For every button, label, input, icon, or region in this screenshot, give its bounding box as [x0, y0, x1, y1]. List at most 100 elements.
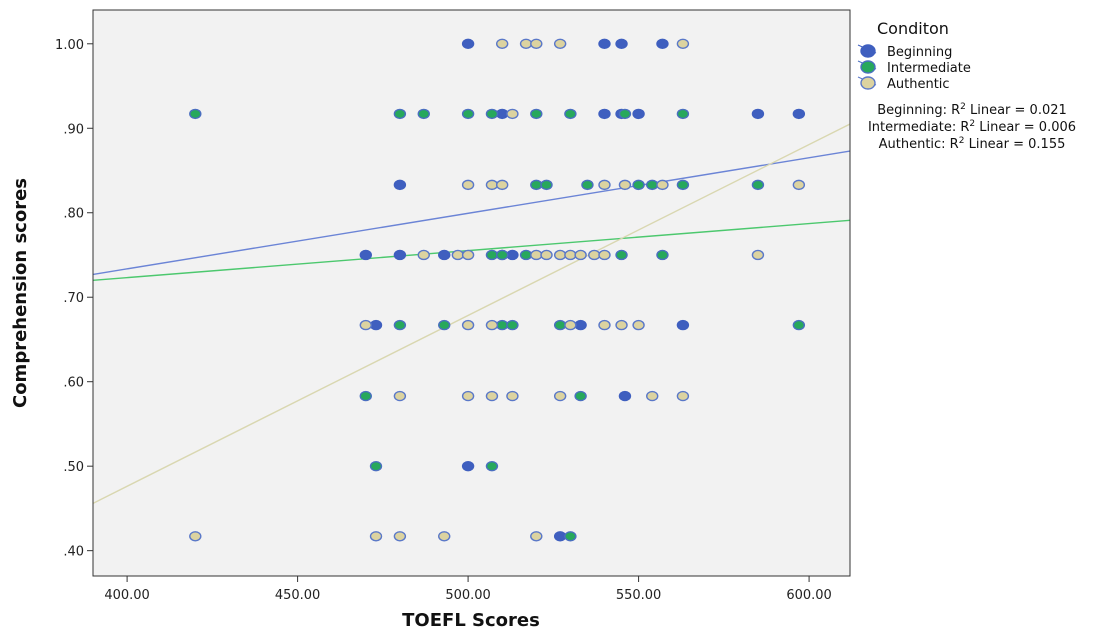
- point-intermediate: [540, 179, 553, 191]
- point-authentic: [530, 38, 543, 49]
- point-intermediate: [438, 319, 451, 331]
- point-beginning: [393, 179, 407, 191]
- point-beginning: [369, 319, 383, 331]
- y-tick-label: .70: [63, 291, 84, 306]
- fit-line-beginning: [93, 150, 850, 276]
- point-intermediate: [495, 319, 509, 331]
- point-authentic: [393, 390, 407, 402]
- point-authentic: [540, 249, 553, 261]
- point-authentic: [369, 531, 383, 542]
- point-beginning: [553, 531, 567, 542]
- y-tick-label: .60: [63, 376, 84, 391]
- y-tick-label: .50: [63, 460, 84, 475]
- point-authentic: [506, 390, 519, 402]
- y-tick-label: 1.00: [55, 38, 84, 53]
- point-authentic: [615, 319, 628, 331]
- point-authentic: [461, 390, 475, 402]
- y-tick-label: .90: [63, 122, 84, 137]
- point-beginning: [359, 249, 372, 261]
- point-authentic: [751, 249, 765, 261]
- y-tick-label: .40: [63, 545, 84, 560]
- legend-label-beginning: Beginning: [887, 45, 952, 60]
- point-authentic: [676, 390, 690, 402]
- legend-label-intermediate: Intermediate: [887, 61, 971, 76]
- r2-annotation-intermediate: Intermediate: R2 Linear = 0.006: [868, 119, 1076, 135]
- point-intermediate: [581, 179, 594, 191]
- point-authentic: [519, 38, 533, 49]
- point-beginning: [632, 108, 645, 120]
- y-axis: .40 .50 .60 .70 .80 .90 1.00: [55, 38, 93, 560]
- x-tick-label: 500.00: [445, 588, 491, 603]
- legend-marker-beginning: [860, 44, 876, 58]
- point-authentic: [506, 108, 519, 120]
- point-intermediate: [530, 108, 543, 120]
- point-intermediate: [618, 108, 632, 120]
- point-beginning: [506, 249, 519, 261]
- point-authentic: [485, 390, 499, 402]
- x-tick-label: 600.00: [786, 588, 832, 603]
- point-intermediate: [393, 108, 407, 120]
- point-intermediate: [461, 108, 475, 120]
- point-intermediate: [369, 460, 383, 472]
- point-authentic: [632, 319, 645, 331]
- point-beginning: [792, 108, 806, 120]
- point-intermediate: [676, 179, 690, 191]
- point-authentic: [588, 249, 601, 261]
- point-authentic: [417, 249, 430, 261]
- r2-annotation-beginning: Beginning: R2 Linear = 0.021: [877, 102, 1067, 118]
- point-intermediate: [564, 531, 577, 542]
- point-beginning: [618, 390, 632, 402]
- point-beginning: [615, 38, 628, 49]
- point-authentic: [495, 38, 509, 49]
- x-tick-label: 550.00: [616, 588, 662, 603]
- point-beginning: [574, 319, 587, 331]
- point-beginning: [598, 108, 611, 120]
- point-authentic: [485, 179, 499, 191]
- point-beginning: [495, 108, 509, 120]
- point-authentic: [485, 319, 499, 331]
- x-axis: 400.00 450.00 500.00 550.00 600.00: [104, 576, 832, 603]
- point-intermediate: [553, 319, 567, 331]
- point-authentic: [438, 531, 451, 542]
- point-beginning: [393, 249, 407, 261]
- point-authentic: [451, 249, 465, 261]
- point-authentic: [676, 38, 690, 49]
- point-authentic: [553, 390, 567, 402]
- y-axis-title: Comprehension scores: [10, 178, 31, 408]
- legend-marker-authentic: [860, 76, 876, 90]
- point-authentic: [553, 38, 567, 49]
- point-authentic: [553, 249, 567, 261]
- point-authentic: [461, 319, 475, 331]
- point-authentic: [574, 249, 587, 261]
- point-authentic: [564, 249, 577, 261]
- legend-title: Conditon: [877, 19, 949, 38]
- point-intermediate: [632, 179, 645, 191]
- data-points: [189, 38, 806, 542]
- r2-annotation-authentic: Authentic: R2 Linear = 0.155: [879, 136, 1066, 152]
- point-intermediate: [564, 108, 577, 120]
- point-beginning: [598, 38, 611, 49]
- point-authentic: [656, 179, 669, 191]
- point-authentic: [618, 179, 632, 191]
- point-intermediate: [485, 249, 499, 261]
- point-intermediate: [751, 179, 765, 191]
- x-tick-label: 400.00: [104, 588, 150, 603]
- plot-background: [93, 10, 850, 576]
- fit-line-intermediate: [93, 219, 850, 282]
- point-beginning: [656, 38, 669, 49]
- point-authentic: [461, 249, 475, 261]
- point-intermediate: [495, 249, 509, 261]
- point-intermediate: [530, 179, 543, 191]
- point-intermediate: [646, 179, 659, 191]
- point-authentic: [393, 531, 407, 542]
- point-authentic: [461, 179, 475, 191]
- point-intermediate: [359, 390, 372, 402]
- fit-lines: [93, 123, 850, 504]
- point-beginning: [461, 460, 475, 472]
- point-intermediate: [506, 319, 519, 331]
- point-authentic: [530, 249, 543, 261]
- fit-line-authentic: [93, 123, 850, 504]
- point-authentic: [564, 319, 577, 331]
